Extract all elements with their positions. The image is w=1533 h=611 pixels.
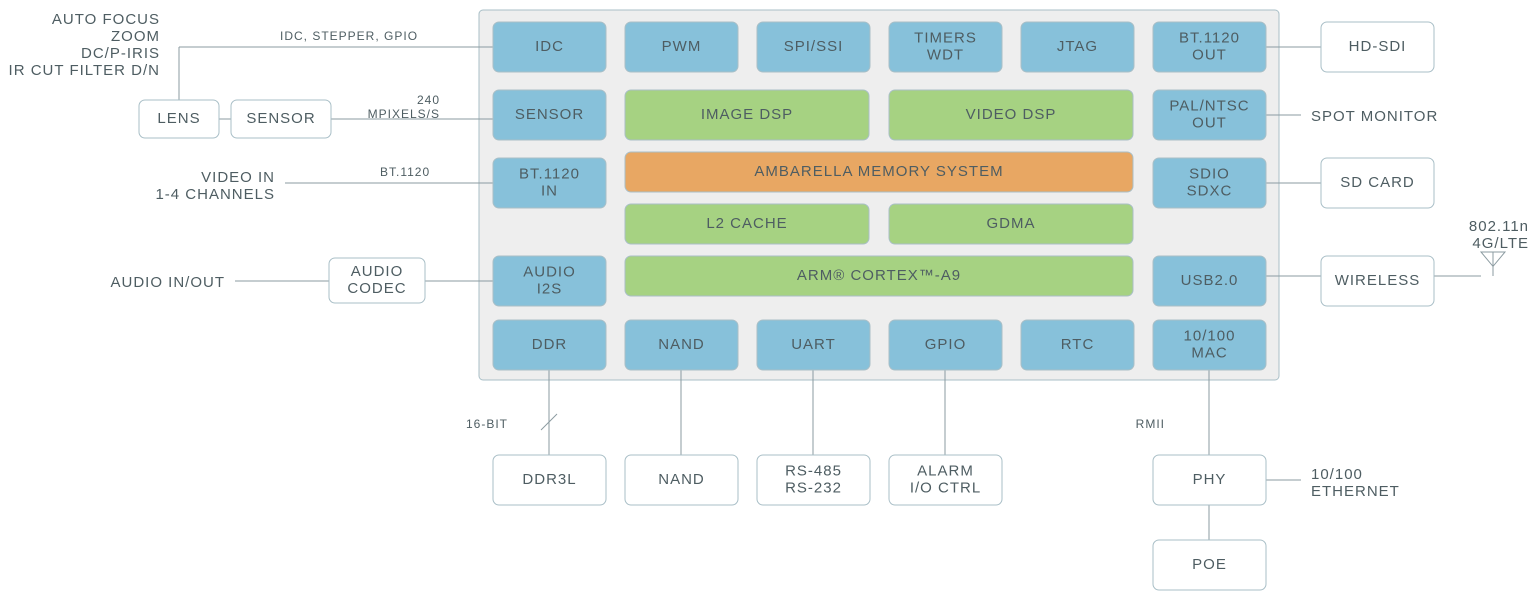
l-16bit: 16-BIT	[466, 417, 508, 431]
svg-text:DDR: DDR	[532, 336, 568, 353]
antenna-icon	[1481, 252, 1505, 276]
svg-text:SENSOR: SENSOR	[246, 110, 315, 127]
svg-text:GDMA: GDMA	[987, 215, 1036, 232]
svg-text:UART: UART	[791, 336, 836, 353]
svg-text:PHY: PHY	[1193, 471, 1227, 488]
svg-text:ARM® CORTEX™-A9: ARM® CORTEX™-A9	[797, 267, 961, 284]
svg-text:IDC: IDC	[535, 38, 564, 55]
svg-text:ALARMI/O CTRL: ALARMI/O CTRL	[910, 462, 981, 496]
svg-text:IMAGE DSP: IMAGE DSP	[701, 106, 793, 123]
svg-text:POE: POE	[1192, 556, 1227, 573]
svg-text:JTAG: JTAG	[1057, 38, 1098, 55]
svg-text:NAND: NAND	[658, 336, 705, 353]
l-rmii: RMII	[1136, 417, 1165, 431]
svg-text:L2 CACHE: L2 CACHE	[706, 215, 787, 232]
l-audioinout: AUDIO IN/OUT	[110, 274, 225, 291]
svg-text:SENSOR: SENSOR	[515, 106, 584, 123]
svg-text:DDR3L: DDR3L	[522, 471, 576, 488]
svg-text:AUDIOCODEC: AUDIOCODEC	[347, 263, 406, 297]
l-spot: SPOT MONITOR	[1311, 108, 1438, 125]
svg-text:AMBARELLA MEMORY SYSTEM: AMBARELLA MEMORY SYSTEM	[754, 163, 1003, 180]
svg-text:10/100MAC: 10/100MAC	[1184, 327, 1236, 361]
l-mpixels: 240MPIXELS/S	[368, 93, 440, 121]
block-diagram: IDCPWMSPI/SSITIMERSWDTJTAGBT.1120OUTSENS…	[0, 0, 1533, 611]
svg-text:USB2.0: USB2.0	[1181, 272, 1239, 289]
svg-text:SDIOSDXC: SDIOSDXC	[1187, 165, 1233, 199]
l-bt1120: BT.1120	[380, 165, 430, 179]
svg-text:RS-485RS-232: RS-485RS-232	[785, 462, 842, 496]
svg-text:LENS: LENS	[157, 110, 200, 127]
l-ethernet: 10/100ETHERNET	[1311, 466, 1400, 500]
svg-text:RTC: RTC	[1061, 336, 1095, 353]
l-80211: 802.11n4G/LTE	[1469, 218, 1529, 252]
l-idcstep: IDC, STEPPER, GPIO	[280, 29, 418, 43]
svg-text:VIDEO DSP: VIDEO DSP	[966, 106, 1057, 123]
svg-text:HD-SDI: HD-SDI	[1349, 38, 1407, 55]
svg-text:NAND: NAND	[658, 471, 705, 488]
l-autofocus: AUTO FOCUSZOOMDC/P-IRISIR CUT FILTER D/N	[9, 11, 160, 79]
svg-text:SD CARD: SD CARD	[1340, 174, 1415, 191]
svg-text:PWM: PWM	[662, 38, 702, 55]
svg-text:WIRELESS: WIRELESS	[1335, 272, 1421, 289]
l-videoin: VIDEO IN1-4 CHANNELS	[155, 169, 275, 203]
svg-text:GPIO: GPIO	[925, 336, 967, 353]
svg-text:SPI/SSI: SPI/SSI	[784, 38, 844, 55]
